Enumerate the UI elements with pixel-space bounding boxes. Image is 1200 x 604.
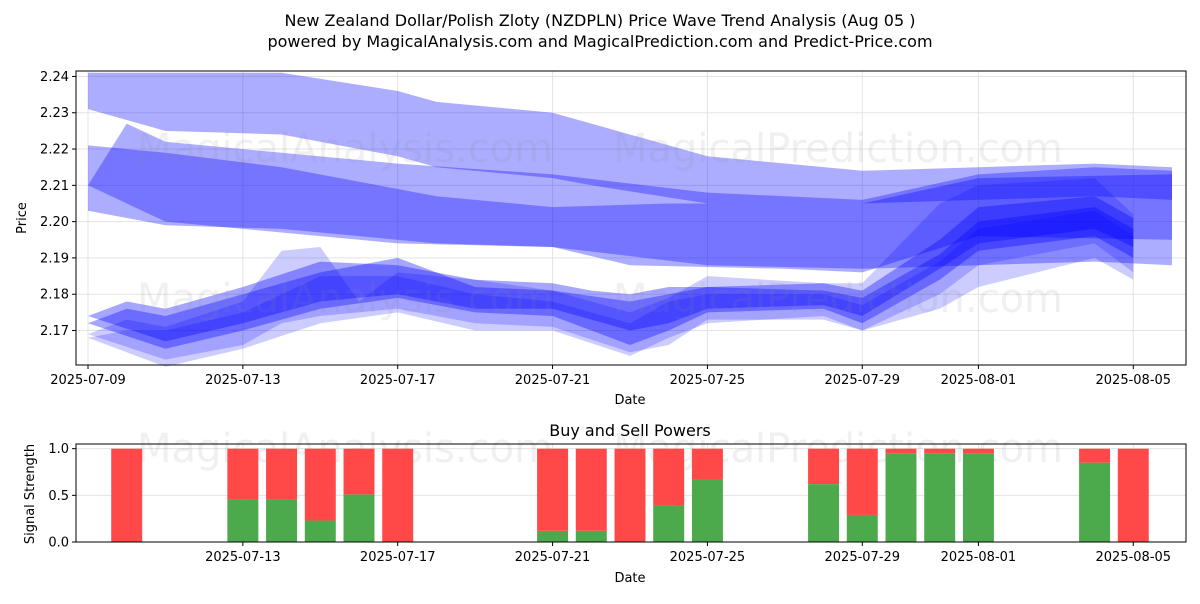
chart-title-line2: powered by MagicalAnalysis.com and Magic… (267, 32, 932, 51)
sell-bar (691, 448, 723, 480)
buy-bar (343, 494, 375, 542)
signal-x-tick-label: 2025-07-21 (515, 550, 591, 565)
price-wave-panel: MagicalAnalysis.com MagicalPrediction.co… (15, 70, 1187, 408)
buy-bar (575, 530, 607, 542)
watermark-top-left: MagicalAnalysis.com (137, 126, 553, 172)
signal-x-tick-label: 2025-08-01 (941, 550, 1017, 565)
price-y-tick-label: 2.24 (40, 70, 69, 85)
sell-bar (653, 448, 685, 506)
watermark-top-right: MagicalPrediction.com (613, 126, 1063, 172)
sell-bar (343, 448, 375, 495)
buy-bar (653, 505, 685, 542)
price-wave-band-7 (88, 210, 1134, 367)
signal-y-axis-label: Signal Strength (23, 444, 38, 544)
sell-bar (808, 448, 840, 485)
price-y-tick-label: 2.21 (40, 179, 69, 194)
sell-bar (537, 448, 569, 531)
price-x-tick-label: 2025-07-25 (670, 373, 746, 388)
buy-bar (266, 499, 298, 542)
sell-bar (962, 448, 994, 454)
price-wave-band-3 (88, 145, 1172, 273)
signal-x-tick-label: 2025-07-29 (825, 550, 901, 565)
price-wave-band-4 (88, 196, 1134, 342)
buy-bar (227, 499, 259, 542)
sell-bar (575, 448, 607, 531)
price-x-tick-label: 2025-07-29 (825, 373, 901, 388)
signal-y-tick-label: 1.0 (48, 442, 69, 457)
price-wave-band-2 (88, 123, 1172, 269)
sell-bar (111, 448, 143, 542)
price-x-tick-label: 2025-08-01 (941, 373, 1017, 388)
sell-bar (924, 448, 956, 454)
signal-x-tick-label: 2025-07-25 (670, 550, 746, 565)
price-plot-frame (75, 70, 1187, 366)
buy-bar (885, 453, 917, 542)
price-x-tick-label: 2025-07-21 (515, 373, 591, 388)
buy-bar (537, 530, 569, 542)
signal-x-tick-label: 2025-07-17 (360, 550, 436, 565)
signal-y-tick-label: 0.0 (48, 536, 69, 551)
watermark-mid-left: MagicalAnalysis.com (137, 276, 553, 322)
sell-bar (885, 448, 917, 454)
sell-bar (1117, 448, 1149, 542)
buy-sell-title: Buy and Sell Powers (549, 421, 711, 440)
sell-bar (846, 448, 878, 515)
price-wave-bands (88, 72, 1172, 367)
price-grid (76, 71, 1186, 365)
price-y-tick-label: 2.17 (40, 324, 69, 339)
price-x-tick-label: 2025-08-05 (1096, 373, 1172, 388)
price-x-tick-label: 2025-07-13 (205, 373, 281, 388)
buy-bar (304, 520, 336, 542)
price-wave-band-5 (88, 207, 1134, 349)
price-y-tick-label: 2.18 (40, 288, 69, 303)
price-x-axis-label: Date (614, 393, 645, 408)
buy-bar (962, 453, 994, 542)
price-wave-band-6 (88, 178, 1134, 360)
watermark-mid-right: MagicalPrediction.com (613, 276, 1063, 322)
sell-bar (382, 448, 414, 542)
signal-bars (111, 448, 1149, 542)
buy-bar (691, 479, 723, 542)
price-y-tick-label: 2.20 (40, 215, 69, 230)
price-y-axis-label: Price (15, 202, 30, 234)
price-y-tick-label: 2.22 (40, 143, 69, 158)
signal-x-tick-label: 2025-07-13 (205, 550, 281, 565)
price-y-tick-label: 2.23 (40, 106, 69, 121)
price-x-tick-label: 2025-07-17 (360, 373, 436, 388)
sell-bar (304, 448, 336, 521)
price-y-tick-label: 2.19 (40, 251, 69, 266)
price-axis-ticks: 2.17 2.18 2.19 2.20 2.21 2.22 2.23 2.24 2025-07-… (40, 70, 1171, 388)
sell-bar (266, 448, 298, 500)
signal-plot-frame (75, 443, 1187, 543)
signal-y-tick-label: 0.5 (48, 489, 69, 504)
sell-bar (1079, 448, 1111, 463)
chart-title-line1: New Zealand Dollar/Polish Zloty (NZDPLN)… (285, 11, 916, 30)
buy-bar (924, 453, 956, 542)
price-x-tick-label: 2025-07-09 (50, 373, 126, 388)
sell-bar (227, 448, 259, 500)
buy-bar (846, 514, 878, 542)
signal-x-axis-label: Date (614, 571, 645, 586)
signal-x-tick-label: 2025-08-05 (1096, 550, 1172, 565)
sell-bar (614, 448, 646, 542)
price-wave-band-1 (88, 72, 1172, 204)
buy-bar (1079, 462, 1111, 542)
signal-axis-ticks: 0.0 0.5 1.0 2025-07-13 2025-07-17 2025-07-21 2… (48, 442, 1171, 565)
buy-bar (808, 484, 840, 542)
buy-sell-panel: Buy and Sell Powers MagicalAnalysis.com … (23, 421, 1187, 586)
